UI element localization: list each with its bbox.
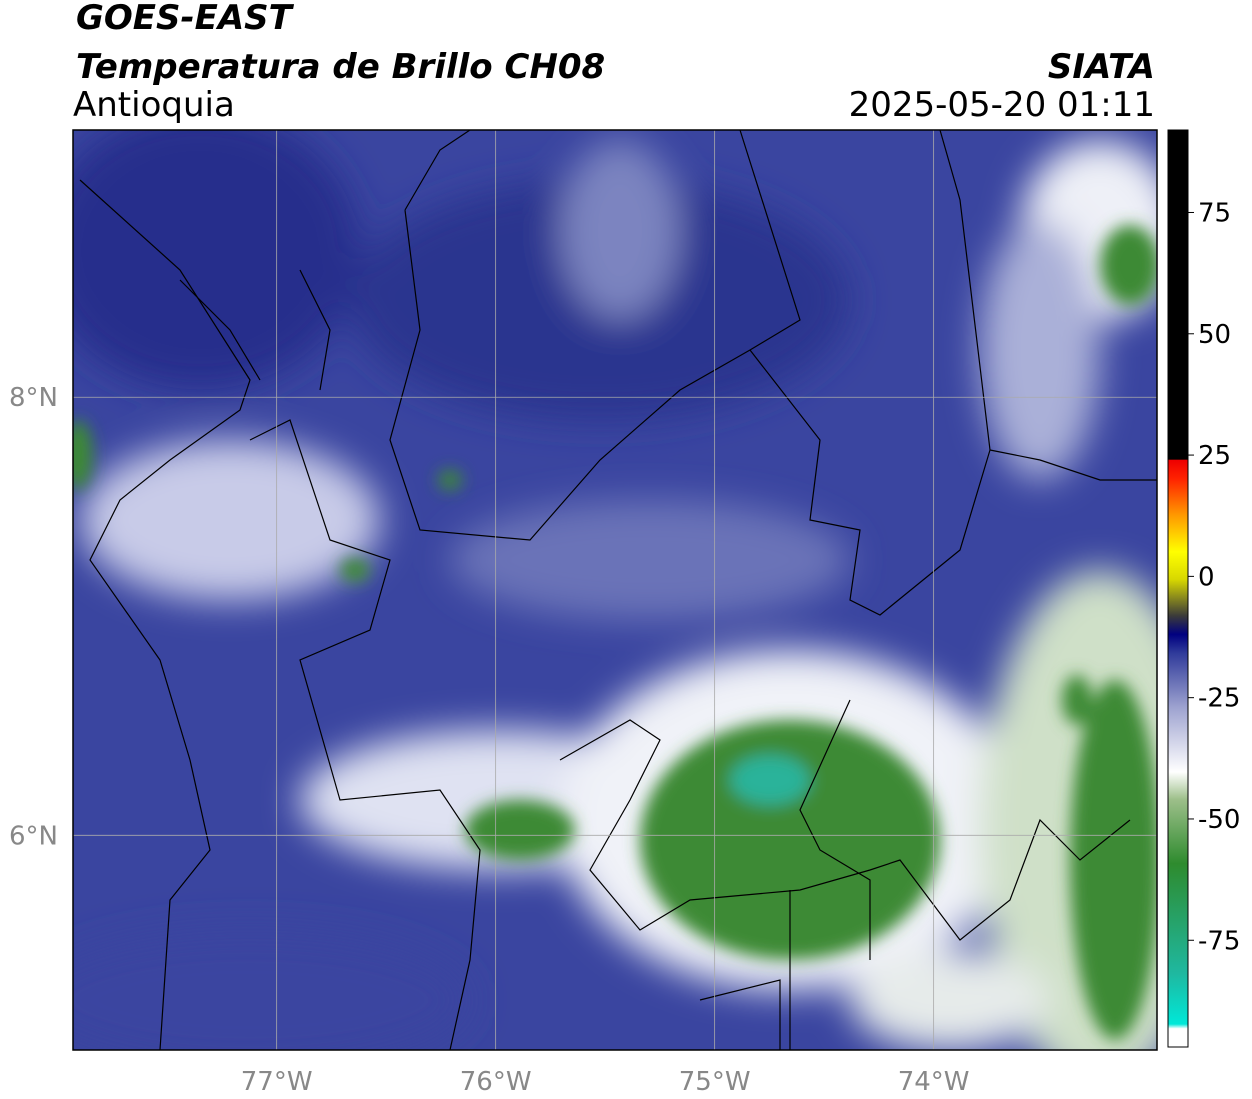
- colorbar-label: -25: [1198, 684, 1240, 714]
- lon-label: 74°W: [898, 1067, 970, 1097]
- colorbar-label: -75: [1198, 926, 1240, 956]
- map-frame: [72, 129, 1158, 1051]
- satellite-image: [73, 130, 1157, 1050]
- datetime: 2025-05-20 01:11: [849, 85, 1155, 125]
- graticule: [73, 130, 1157, 1050]
- agency: SIATA: [1048, 47, 1155, 87]
- colorbar-label: 0: [1198, 562, 1215, 592]
- colorbar: [1167, 129, 1189, 1048]
- title-product: Temperatura de Brillo CH08: [76, 47, 605, 87]
- title-source: GOES-EAST: [76, 0, 295, 38]
- lon-label: 75°W: [679, 1067, 751, 1097]
- colorbar-label: -50: [1198, 805, 1240, 835]
- lat-label: 8°N: [9, 383, 58, 413]
- lon-label: 77°W: [241, 1067, 313, 1097]
- lon-label: 76°W: [460, 1067, 532, 1097]
- colorbar-label: 50: [1198, 320, 1231, 350]
- colorbar-label: 25: [1198, 441, 1231, 471]
- region: Antioquia: [73, 85, 235, 125]
- boundaries: [79, 130, 1157, 1050]
- colorbar-label: 75: [1198, 198, 1231, 228]
- lat-label: 6°N: [9, 821, 58, 851]
